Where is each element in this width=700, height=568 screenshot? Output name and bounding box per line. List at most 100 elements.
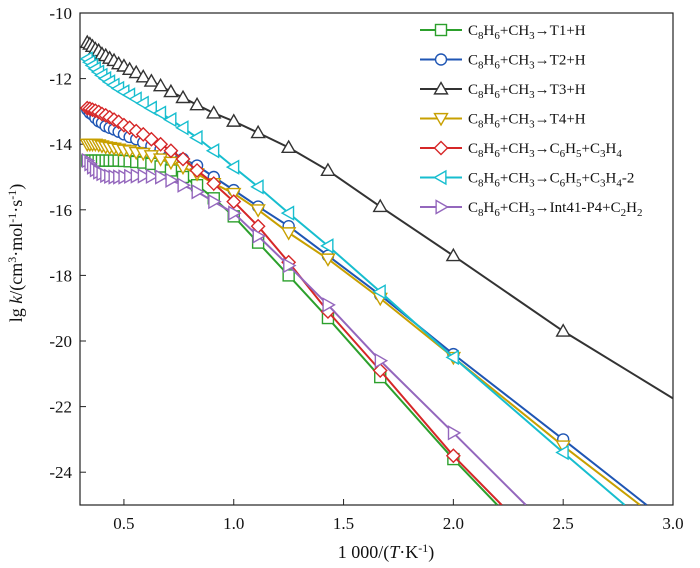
series-3: [80, 34, 673, 400]
data-point: [175, 120, 189, 136]
data-point: [280, 139, 297, 154]
y-axis-title-exp1: 3: [5, 257, 19, 263]
data-point: [445, 247, 462, 262]
x-tick-label: 2.0: [443, 514, 464, 533]
data-point: [226, 194, 242, 210]
y-tick-label: -20: [49, 332, 72, 351]
series-line: [87, 143, 641, 505]
y-tick-label: -12: [49, 70, 72, 89]
data-point: [225, 159, 240, 175]
y-tick-label: -10: [49, 4, 72, 23]
data-point: [445, 349, 459, 366]
data-point: [228, 205, 242, 221]
data-point: [205, 143, 220, 159]
data-point: [320, 253, 336, 267]
data-point: [320, 238, 334, 254]
data-point: [145, 168, 160, 185]
data-point: [189, 162, 205, 178]
legend: C8H6+CH3→T1+H C8H6+CH3→T2+H C8H6+CH3→T3+H C…: [420, 23, 642, 219]
series-6: [80, 51, 626, 505]
series-5: [80, 100, 503, 505]
x-axis-title-t: T: [389, 542, 401, 562]
legend-label: C8H6+CH3→C6H5+C3H4: [468, 141, 622, 160]
y-tick-label: -18: [49, 266, 72, 285]
axis-ticks: 0.5 1.0 1.5 2.0 2.5 3.0 -10 -12 -14 -16 -18 -20 -22 -…: [49, 4, 683, 533]
data-point: [135, 95, 149, 111]
data-point: [206, 105, 222, 119]
data-point: [130, 168, 145, 184]
data-point: [555, 444, 569, 461]
data-point: [143, 131, 159, 147]
legend-item: C8H6+CH3→Int41-P4+C2H2: [420, 199, 642, 219]
data-point: [280, 227, 297, 241]
data-point: [165, 172, 179, 188]
x-axis-title-exp: -1: [418, 541, 428, 555]
x-tick-label: 0.5: [113, 514, 134, 533]
data-point: [445, 448, 461, 464]
data-point: [250, 204, 266, 218]
legend-marker: [433, 169, 447, 186]
data-point: [206, 176, 222, 192]
data-point: [175, 151, 191, 167]
legend-marker: [434, 53, 448, 66]
data-point: [374, 352, 389, 369]
data-point: [322, 297, 336, 313]
legend-item: C8H6+CH3→C6H5+C3H4: [420, 140, 622, 160]
data-point: [208, 193, 222, 210]
data-point: [163, 143, 179, 159]
x-axis-title: 1 000/(T·K-1): [338, 541, 435, 563]
data-point: [143, 73, 160, 87]
y-axis-title-mid1: ·mol: [6, 223, 26, 257]
y-axis-title: lg k/(cm3·mol-1·s-1): [5, 184, 27, 323]
legend-label: C8H6+CH3→T3+H: [468, 82, 586, 101]
legend-label: C8H6+CH3→T1+H: [468, 23, 586, 42]
data-point: [280, 205, 295, 221]
x-tick-label: 2.5: [553, 514, 574, 533]
series-7: [81, 152, 527, 505]
data-point: [153, 136, 169, 152]
data-point: [447, 425, 462, 441]
data-point: [143, 100, 157, 116]
data-point: [135, 69, 151, 83]
x-tick-label: 1.5: [333, 514, 354, 533]
data-point: [320, 162, 336, 177]
x-tick-label: 1.0: [223, 514, 244, 533]
x-tick-label: 3.0: [662, 514, 683, 533]
legend-label: C8H6+CH3→C6H5+C3H4-2: [468, 171, 634, 190]
data-point: [372, 198, 388, 213]
data-point: [177, 177, 191, 193]
data-point: [372, 284, 386, 300]
y-axis-title-mid2: ·s: [6, 200, 26, 213]
y-axis-title-exp3: -1: [5, 190, 19, 200]
legend-item: C8H6+CH3→T2+H: [420, 53, 586, 72]
data-point: [163, 111, 177, 128]
legend-marker: [433, 112, 449, 127]
data-point: [128, 64, 144, 79]
y-axis-title-close: ): [6, 184, 27, 190]
data-point: [152, 105, 167, 121]
data-point: [226, 113, 242, 127]
data-point: [252, 228, 267, 244]
data-point: [155, 169, 169, 185]
data-point: [189, 129, 203, 146]
data-point: [152, 77, 169, 92]
legend-marker: [433, 140, 449, 156]
data-point: [175, 89, 191, 104]
legend-item: C8H6+CH3→T4+H: [420, 112, 586, 131]
y-tick-label: -14: [49, 135, 72, 154]
data-point: [124, 168, 138, 185]
legend-label: C8H6+CH3→T2+H: [468, 53, 586, 72]
legend-label: C8H6+CH3→Int41-P4+C2H2: [468, 200, 642, 219]
series-4: [80, 138, 641, 505]
y-axis-title-exp2: -1: [5, 213, 19, 223]
legend-item: C8H6+CH3→T1+H: [420, 23, 586, 42]
data-point: [555, 323, 571, 337]
data-point: [137, 168, 152, 184]
data-point: [283, 257, 297, 274]
data-point: [163, 83, 179, 98]
legend-label: C8H6+CH3→T4+H: [468, 112, 586, 131]
series-layer: [80, 34, 673, 505]
legend-item: C8H6+CH3→C6H5+C3H4-2: [420, 169, 634, 190]
legend-marker: [435, 199, 449, 215]
